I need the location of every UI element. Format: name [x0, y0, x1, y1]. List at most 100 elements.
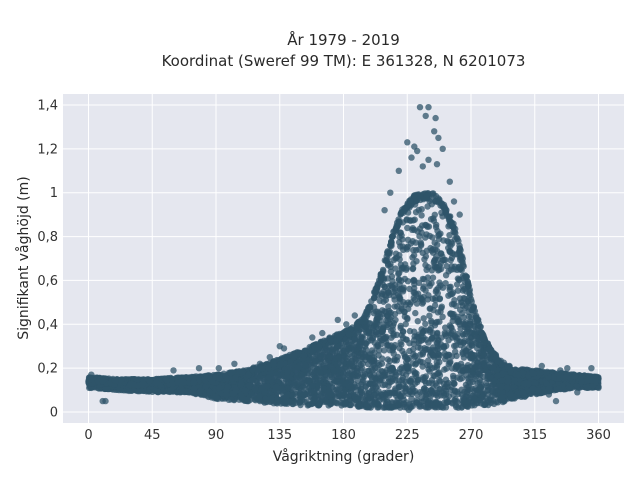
- scatter-point: [421, 256, 428, 263]
- scatter-point: [284, 391, 292, 398]
- scatter-point: [484, 387, 491, 394]
- scatter-point: [446, 284, 453, 291]
- scatter-point: [447, 358, 454, 366]
- scatter-point: [248, 391, 255, 398]
- scatter-point: [420, 276, 428, 283]
- scatter-point: [428, 317, 435, 325]
- scatter-point: [394, 396, 401, 403]
- scatter-point: [399, 374, 407, 381]
- scatter-point: [404, 278, 412, 285]
- scatter-point: [429, 274, 437, 281]
- scatter-point: [409, 254, 416, 261]
- scatter-point: [433, 318, 441, 326]
- scatter-point: [390, 293, 397, 300]
- scatter-point: [394, 353, 401, 361]
- scatter-point: [429, 295, 436, 302]
- scatter-point: [395, 270, 402, 277]
- scatter-point: [430, 307, 437, 314]
- scatter-point: [384, 341, 391, 349]
- scatter-point: [356, 340, 363, 348]
- scatter-point: [433, 286, 440, 294]
- scatter-point: [466, 334, 473, 341]
- scatter-point: [412, 352, 419, 359]
- scatter-point: [348, 360, 355, 367]
- scatter-point: [420, 398, 427, 405]
- scatter-point: [256, 393, 263, 400]
- scatter-point: [438, 250, 445, 257]
- scatter-point: [448, 365, 456, 372]
- scatter-point: [246, 382, 253, 389]
- scatter-point: [390, 320, 397, 327]
- scatter-point: [434, 227, 441, 235]
- scatter-point: [325, 402, 332, 409]
- scatter-point: [483, 382, 491, 389]
- scatter-point: [484, 397, 492, 404]
- scatter-point: [425, 223, 433, 230]
- scatter-point: [320, 385, 327, 392]
- scatter-point: [155, 388, 162, 396]
- scatter-point: [355, 360, 363, 367]
- scatter-point: [410, 294, 417, 301]
- scatter-point: [442, 324, 449, 331]
- scatter-point: [374, 359, 381, 367]
- scatter-point: [396, 369, 403, 376]
- scatter-point: [349, 367, 356, 375]
- scatter-point: [174, 389, 181, 396]
- scatter-point: [167, 386, 175, 393]
- scatter-point: [443, 262, 450, 270]
- scatter-point: [402, 320, 409, 328]
- scatter-point: [405, 365, 412, 372]
- scatter-point: [317, 369, 325, 377]
- scatter-point: [293, 373, 301, 380]
- scatter-point: [403, 336, 410, 343]
- scatter-point: [489, 388, 496, 395]
- scatter-point: [411, 226, 418, 234]
- scatter-point: [390, 344, 397, 351]
- scatter-point: [383, 333, 390, 341]
- scatter-point: [499, 389, 506, 396]
- scatter-point: [282, 398, 290, 406]
- scatter-point: [475, 349, 483, 356]
- scatter-point: [363, 401, 370, 408]
- scatter-point: [426, 282, 433, 290]
- scatter-point: [396, 233, 403, 241]
- scatter-point: [407, 217, 414, 224]
- scatter-point: [419, 363, 426, 370]
- scatter-point: [465, 378, 472, 385]
- scatter-point: [351, 381, 358, 388]
- scatter-point: [309, 400, 316, 407]
- scatter-point: [454, 287, 462, 294]
- scatter-point: [375, 310, 383, 317]
- scatter-point: [433, 253, 440, 260]
- scatter-point: [359, 374, 366, 381]
- scatter-point: [426, 312, 433, 319]
- scatter-point: [324, 389, 331, 396]
- scatter-point: [490, 400, 498, 408]
- scatter-point: [461, 295, 469, 302]
- scatter-point: [374, 341, 381, 349]
- scatter-point: [374, 365, 381, 372]
- scatter-point: [445, 351, 452, 358]
- scatter-point: [431, 211, 438, 218]
- scatter-point: [377, 335, 384, 342]
- scatter-point: [393, 254, 400, 261]
- scatter-point: [449, 310, 456, 318]
- scatter-point: [442, 256, 449, 264]
- scatter-point: [353, 351, 360, 359]
- scatter-point: [442, 272, 450, 279]
- scatter-point: [440, 343, 448, 351]
- scatter-point: [249, 376, 257, 384]
- scatter-point: [335, 391, 343, 398]
- scatter-point: [436, 352, 443, 359]
- scatter-point: [319, 349, 326, 356]
- scatter-point: [471, 330, 478, 337]
- scatter-point: [367, 350, 374, 357]
- scatter-point: [431, 302, 439, 309]
- scatter-point: [415, 206, 422, 214]
- scatter-point: [410, 260, 417, 267]
- scatter-point: [408, 395, 415, 402]
- scatter-point: [376, 297, 383, 304]
- scatter-point: [427, 324, 435, 332]
- scatter-point: [406, 285, 413, 293]
- scatter-point: [373, 399, 381, 406]
